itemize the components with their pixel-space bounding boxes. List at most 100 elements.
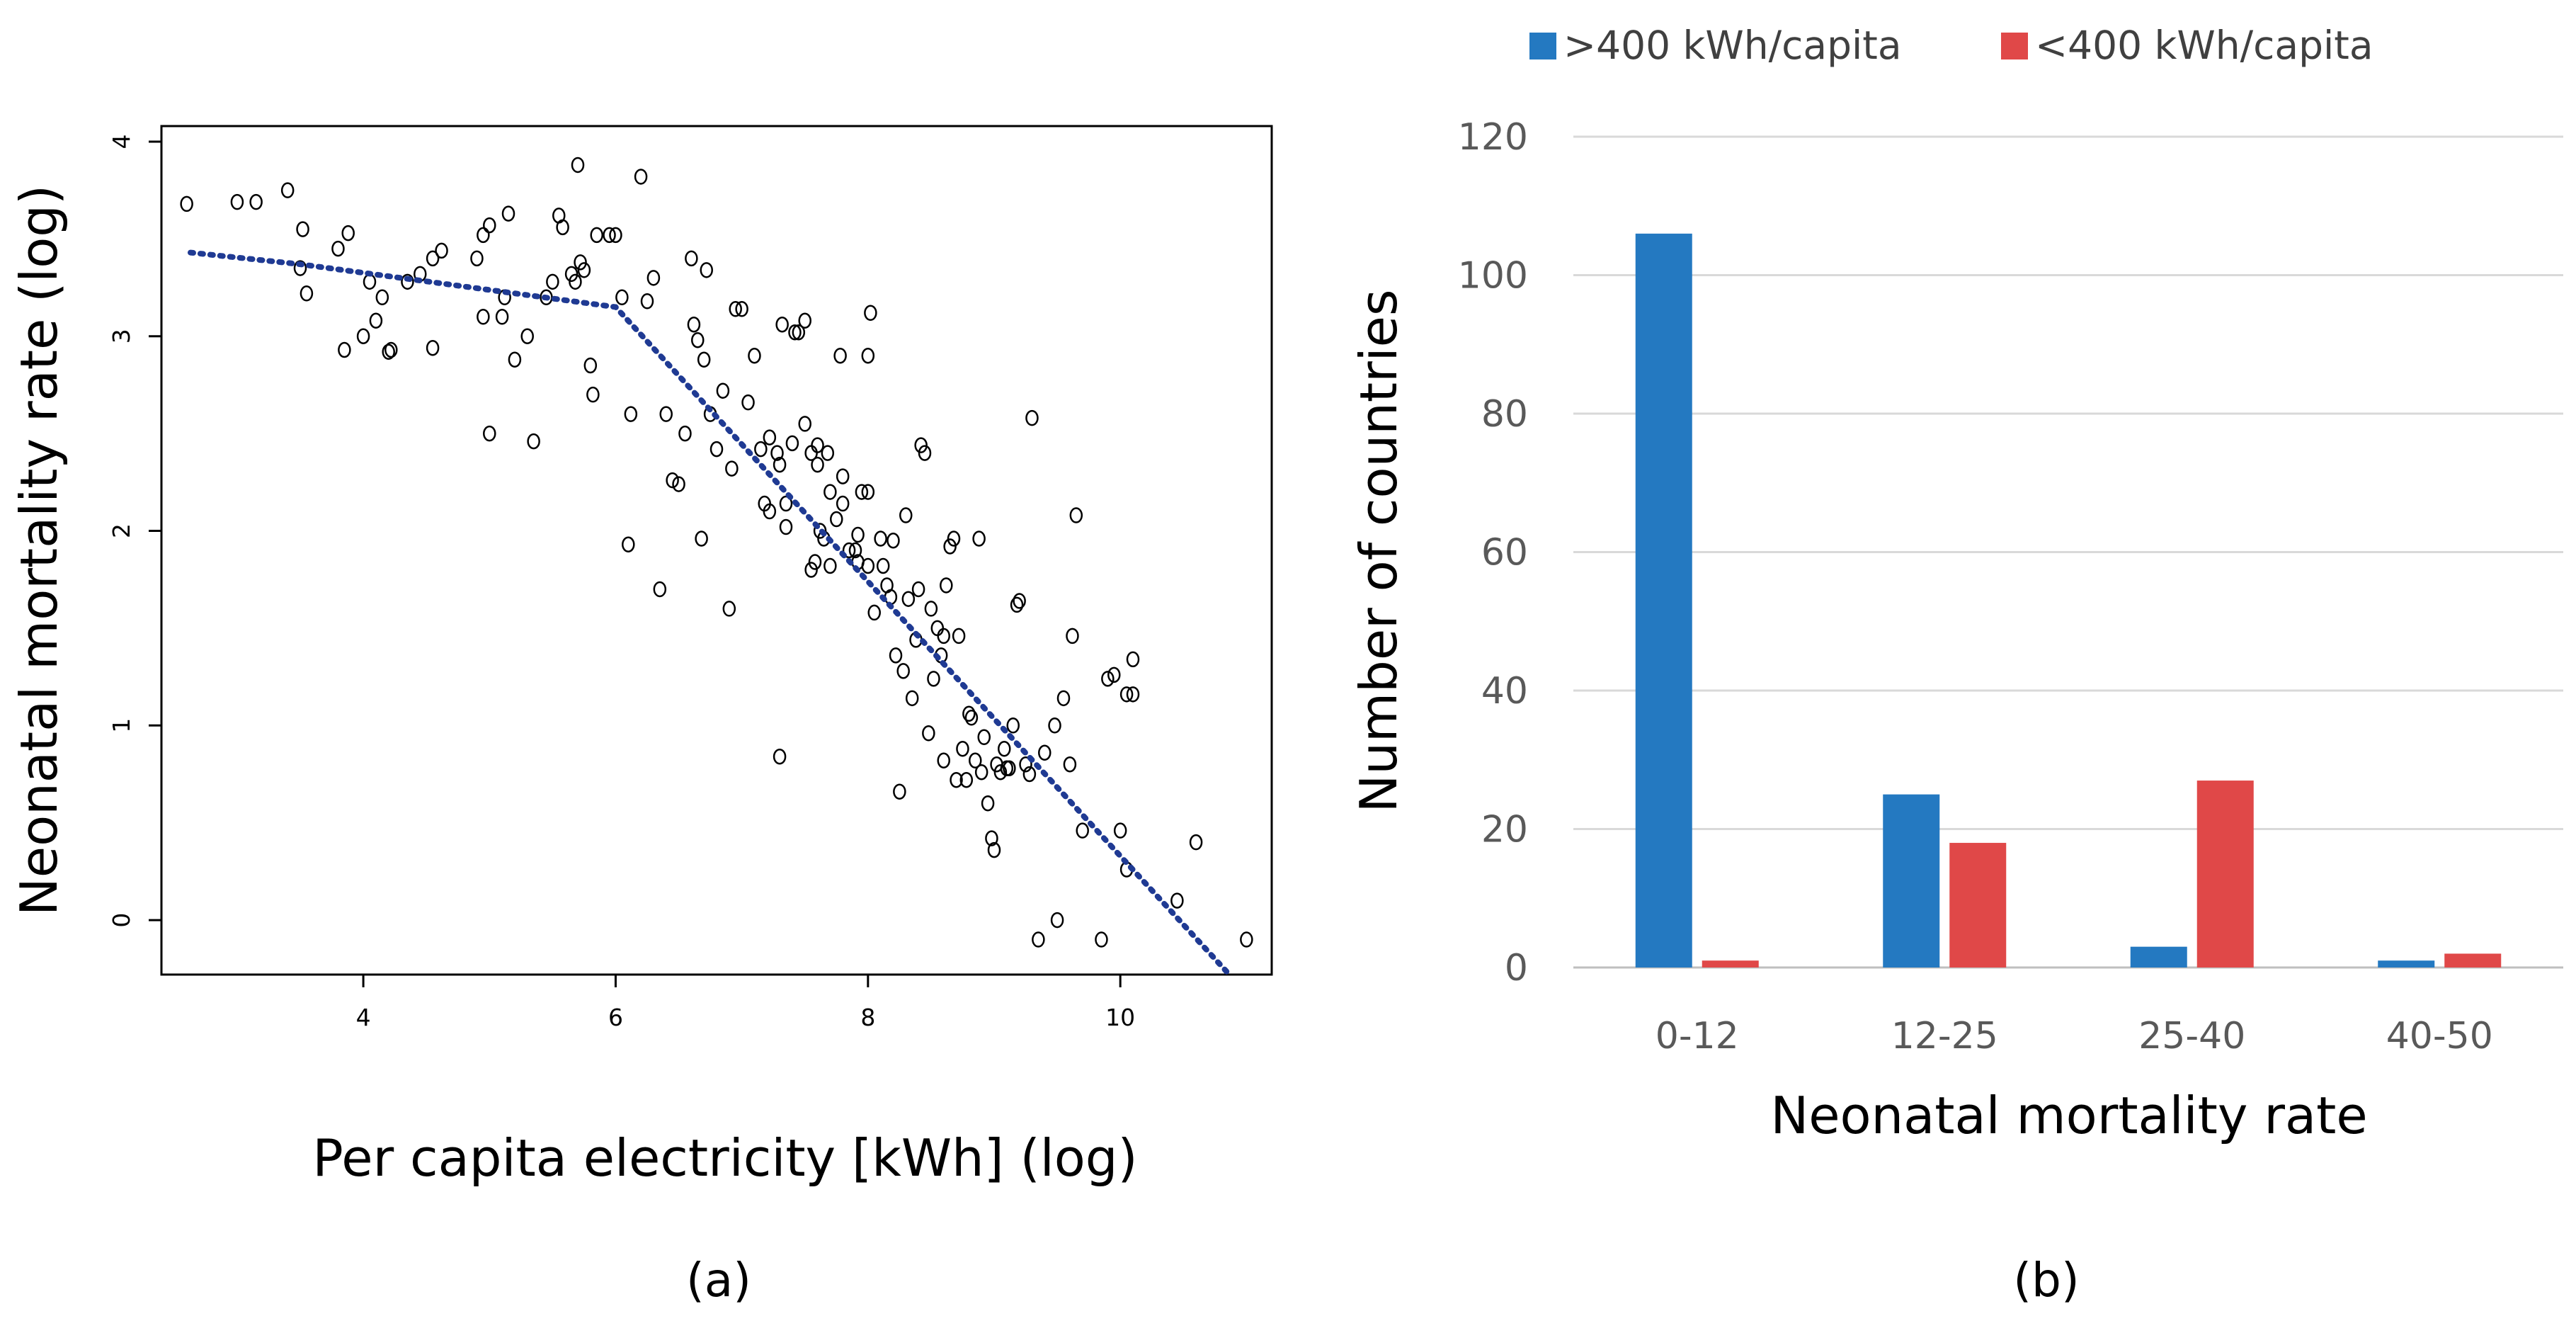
y-axis-ticks: 0 20 40 60 80 100 120 [1458, 116, 1528, 989]
scatter-point [977, 729, 991, 746]
bar-panel: 0 20 40 60 80 100 120 0-12 12-25 25-40 40-50 Numb… [1349, 23, 2563, 1307]
scatter-point [577, 262, 591, 278]
scatter-point [1010, 596, 1024, 613]
y-axis-ticks: 0 1 2 3 4 [108, 134, 161, 928]
scatter-point [974, 764, 988, 781]
scatter-point [937, 752, 950, 769]
scatter-point [940, 577, 953, 594]
scatter-point [930, 620, 945, 637]
bar-series-2-0-12 [1702, 960, 1759, 967]
scatter-point [1019, 756, 1032, 773]
scatter-point [811, 456, 824, 473]
scatter-point [697, 351, 711, 368]
scatter-point [864, 305, 877, 322]
scatter-point [798, 416, 811, 432]
scatter-point [823, 484, 837, 500]
scatter-point [1025, 409, 1039, 426]
scatter-point [725, 460, 739, 477]
scatter-point [1013, 593, 1026, 609]
y-tick-label: 40 [1481, 670, 1528, 713]
scatter-point [993, 764, 1008, 781]
y-tick-label: 0 [1505, 947, 1528, 989]
bar-series-2-25-40 [2196, 781, 2254, 967]
scatter-point [477, 309, 490, 325]
x-tick-label: 6 [608, 1004, 623, 1031]
scatter-point [435, 242, 448, 259]
scatter-point [950, 771, 963, 788]
x-axis-title: Neonatal mortality rate [1770, 1086, 2367, 1145]
scatter-point [672, 476, 685, 492]
scatter-point [527, 433, 540, 450]
scatter-point [836, 495, 850, 512]
scatter-point [230, 193, 244, 210]
scatter-point [1126, 686, 1140, 703]
scatter-point [792, 324, 806, 341]
x-axis-title: Per capita electricity [kWh] (log) [312, 1128, 1137, 1188]
scatter-point [943, 538, 957, 555]
scatter-point [1101, 671, 1115, 687]
scatter-point [969, 752, 982, 769]
plot-frame [160, 125, 1273, 976]
scatter-point [962, 705, 976, 722]
scatter-point [848, 542, 862, 559]
y-axis-title: Number of countries [1349, 290, 1408, 813]
scatter-point [691, 331, 705, 348]
x-tick-label: 25-40 [2138, 1015, 2245, 1057]
bar-series-2-40-50 [2444, 953, 2502, 967]
y-tick-label: 120 [1458, 116, 1528, 159]
scatter-point [959, 771, 974, 788]
bar-series-1-25-40 [2130, 946, 2187, 967]
scatter-point [952, 628, 966, 645]
scatter-point [770, 445, 784, 461]
scatter-point [678, 425, 692, 442]
scatter-point [483, 217, 496, 234]
scatter-point [687, 317, 701, 333]
scatter-point [426, 339, 440, 356]
scatter-point [918, 445, 932, 461]
scatter-point [889, 647, 903, 664]
scatter-point [341, 225, 355, 242]
scatter-point [1107, 666, 1121, 683]
scatter-point [887, 533, 900, 549]
scatter-point [653, 581, 667, 598]
scatter-point [1095, 931, 1108, 948]
scatter-point [520, 328, 534, 345]
scatter-point [985, 830, 998, 846]
scatter-point [546, 273, 559, 290]
scatter-point [901, 591, 916, 607]
scatter-point [867, 604, 881, 621]
scatter-point [685, 250, 698, 267]
scatter-point [1119, 686, 1134, 703]
scatter-point [369, 312, 383, 329]
scatter-point [590, 227, 603, 244]
scatter-point [666, 472, 679, 489]
scatter-point [280, 182, 295, 198]
scatter-point [603, 227, 616, 244]
scatter-point [1240, 931, 1253, 948]
scatter-point [331, 240, 345, 257]
y-tick-label: 2 [108, 523, 135, 538]
y-tick-label: 3 [108, 329, 135, 344]
panel-label-a: (a) [686, 1253, 751, 1307]
scatter-point [808, 554, 822, 570]
x-tick-label: 4 [356, 1004, 371, 1031]
scatter-point [508, 351, 522, 368]
scatter-point [914, 437, 928, 453]
legend-label-series-2: <400 kWh/capita [2035, 23, 2373, 68]
scatter-point [813, 523, 827, 539]
scatter-point [830, 511, 843, 528]
x-tick-label: 10 [1105, 1004, 1135, 1031]
bar-series-1-40-50 [2378, 960, 2435, 967]
scatter-point [927, 671, 940, 687]
scatter-point [754, 441, 768, 458]
scatter-point [495, 309, 509, 325]
scatter-point [922, 725, 935, 742]
scatter-point [1022, 766, 1037, 783]
scatter-point [811, 437, 824, 453]
scatter-point [634, 169, 648, 185]
scatter-point [947, 530, 961, 547]
scatter-point [861, 347, 875, 364]
scatter-point [779, 495, 793, 512]
legend-swatch-series-2 [2001, 33, 2028, 59]
